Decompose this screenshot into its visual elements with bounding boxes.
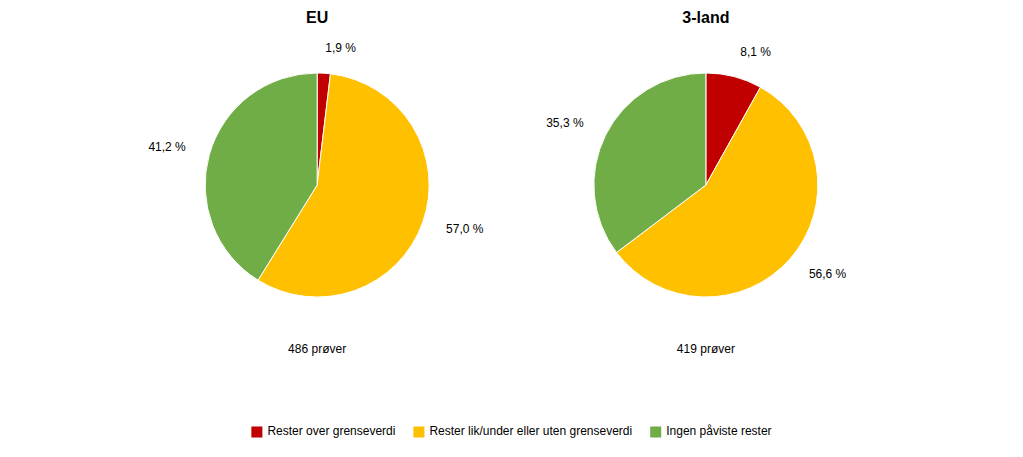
- legend-swatch: [413, 427, 424, 438]
- pie-chart: EU 1,9 % 57,0 % 41,2 % 486 prøver: [148, 9, 483, 356]
- data-label: 56,6 %: [809, 267, 847, 281]
- legend-label: Rester lik/under eller uten grenseverdi: [429, 424, 632, 438]
- data-labels: 8,1 % 56,6 % 35,3 %: [546, 45, 846, 281]
- data-label: 1,9 %: [325, 41, 356, 55]
- data-label: 35,3 %: [546, 116, 584, 130]
- annotation: 419 prøver: [677, 342, 735, 356]
- legend-item: Ingen påviste rester: [650, 424, 771, 438]
- pie-slice: [205, 73, 317, 280]
- pie-slice: [594, 73, 706, 253]
- legend: Rester over grenseverdi Rester lik/under …: [251, 424, 771, 438]
- data-label: 57,0 %: [446, 222, 484, 236]
- chart-root: EU 1,9 % 57,0 % 41,2 % 486 prøver 3-land 8,1 %…: [0, 0, 1023, 457]
- legend-label: Rester over grenseverdi: [267, 424, 395, 438]
- chart-title: EU: [306, 9, 328, 26]
- slices: [205, 73, 429, 297]
- data-label: 41,2 %: [148, 140, 186, 154]
- data-labels: 1,9 % 57,0 % 41,2 %: [148, 41, 483, 237]
- legend-swatch: [251, 427, 262, 438]
- data-label: 8,1 %: [740, 45, 771, 59]
- chart-title: 3-land: [682, 9, 729, 26]
- pie-chart: 3-land 8,1 % 56,6 % 35,3 % 419 prøver: [546, 9, 846, 356]
- legend-item: Rester over grenseverdi: [251, 424, 395, 438]
- legend-item: Rester lik/under eller uten grenseverdi: [413, 424, 632, 438]
- annotation: 486 prøver: [288, 342, 346, 356]
- legend-swatch: [650, 427, 661, 438]
- legend-label: Ingen påviste rester: [666, 424, 771, 438]
- slices: [594, 73, 818, 297]
